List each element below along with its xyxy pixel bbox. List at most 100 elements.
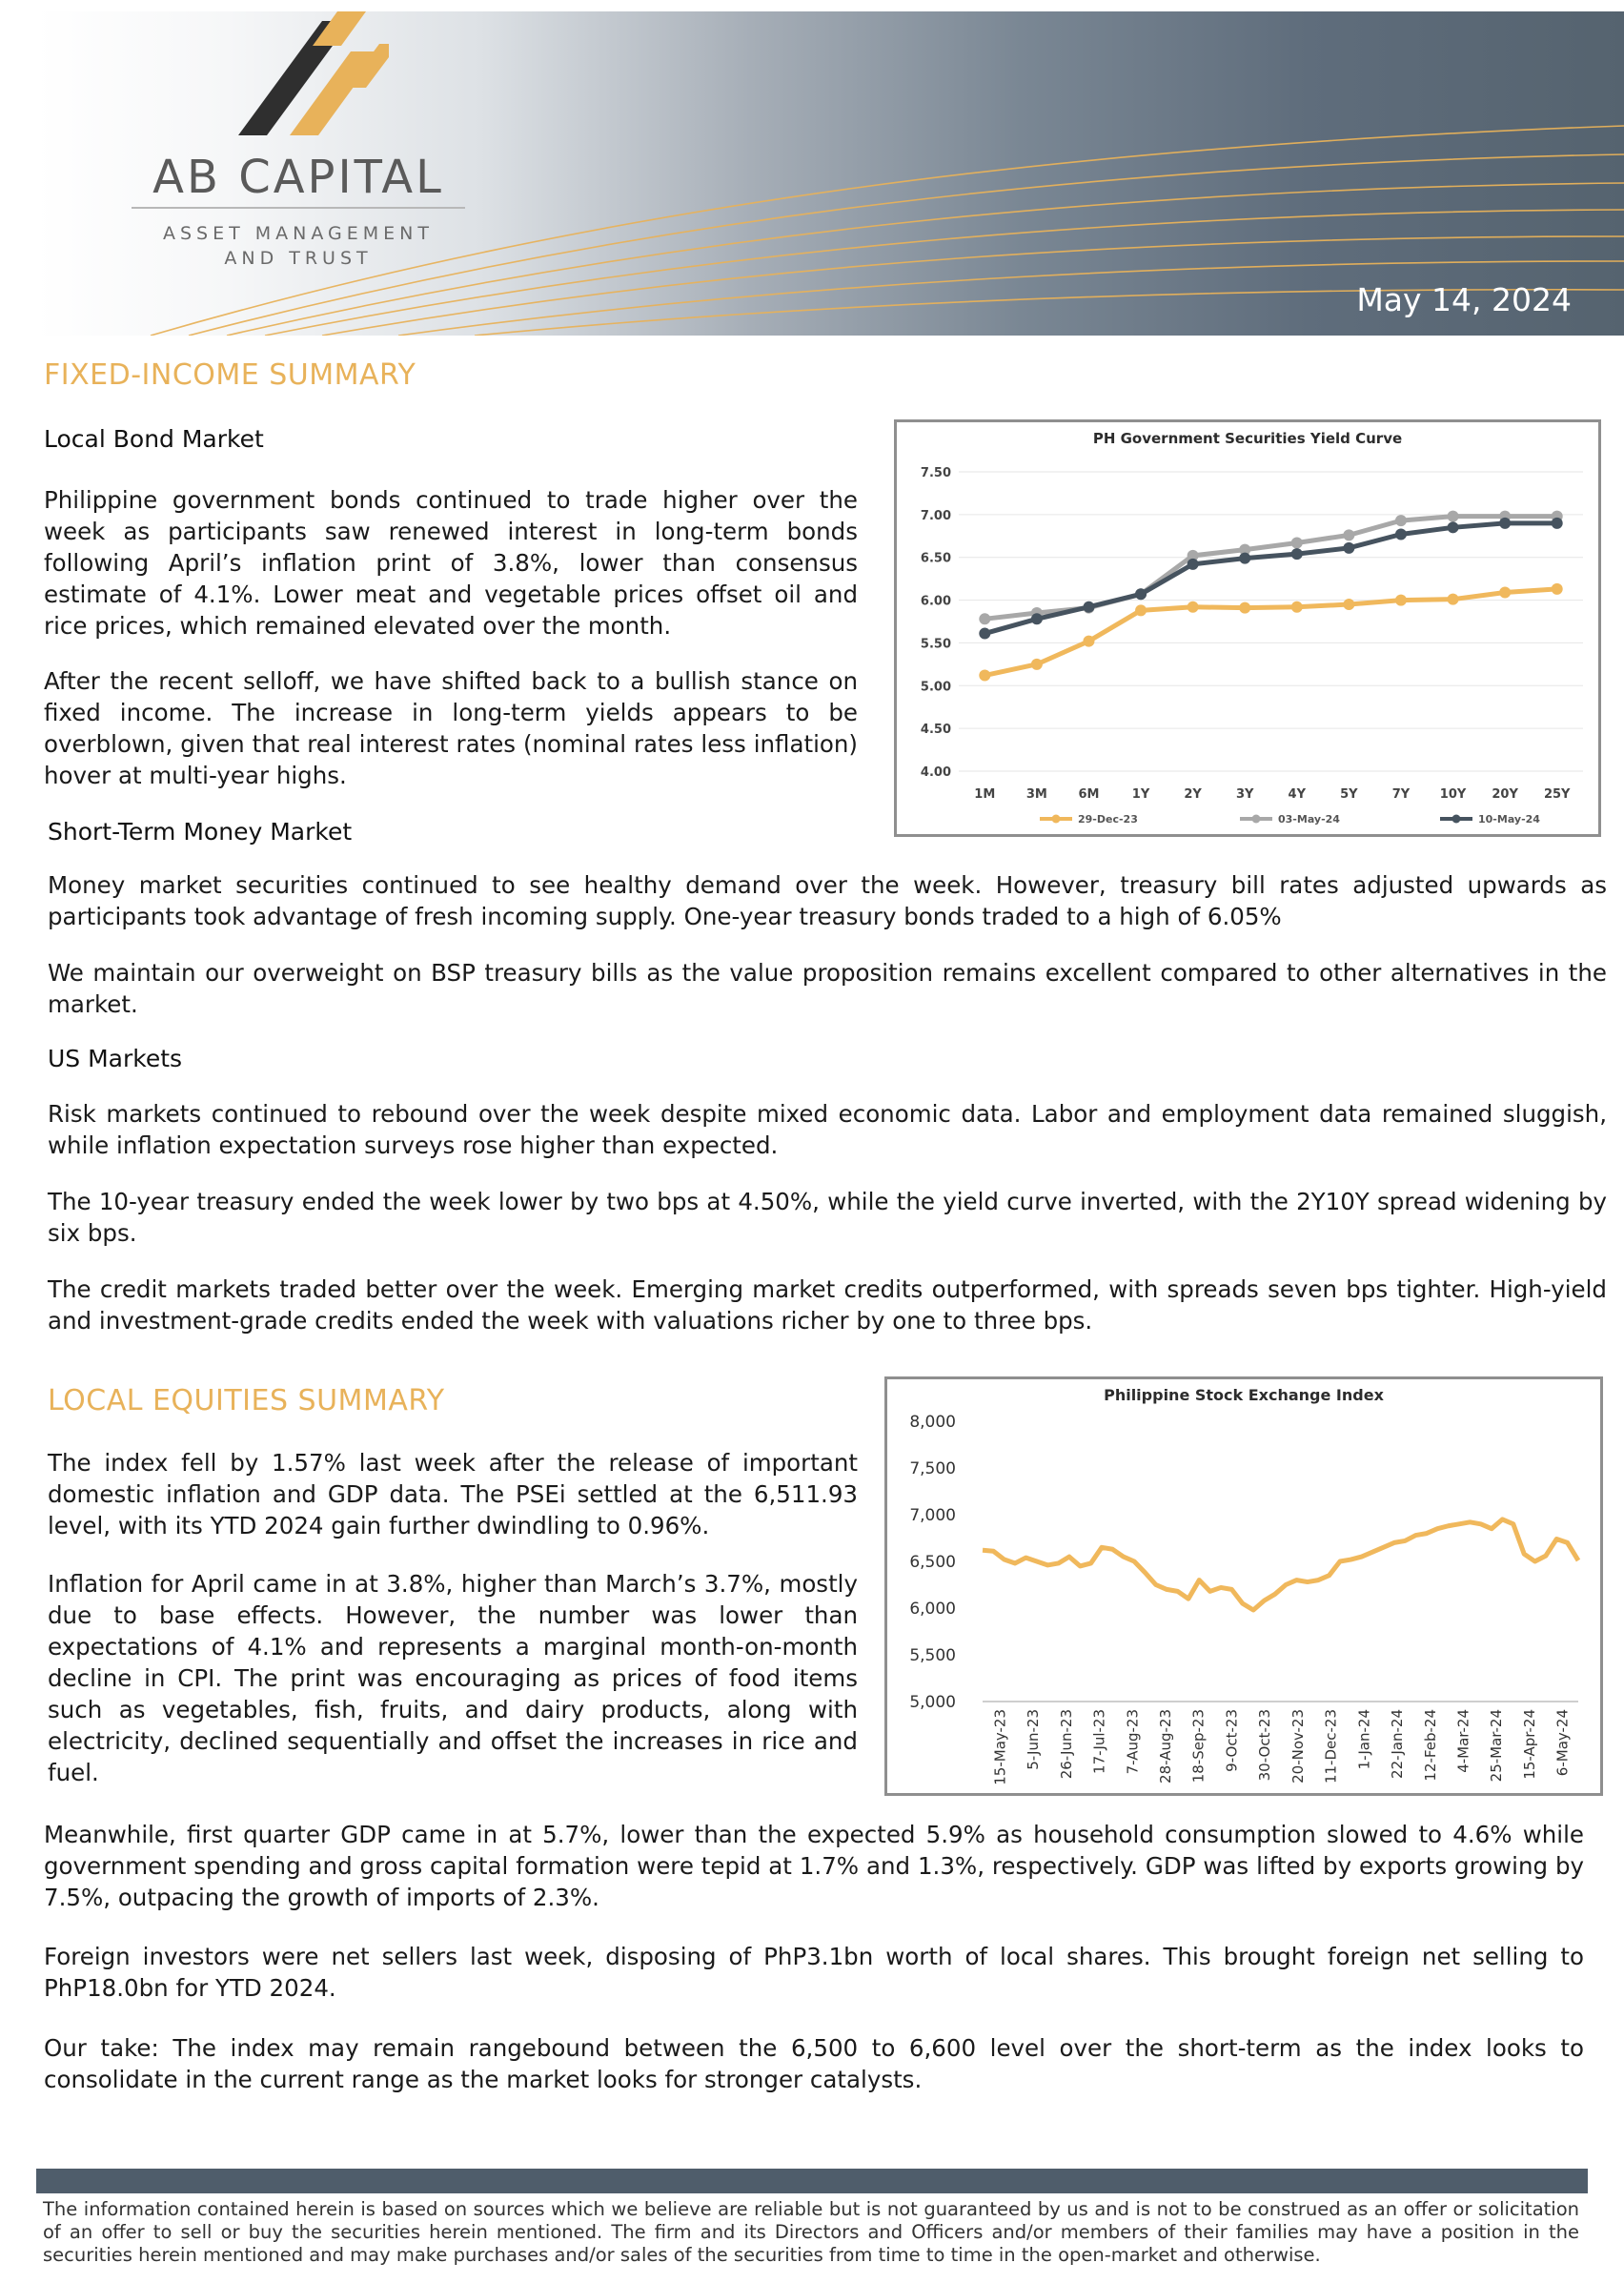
- yc-series-line: [984, 520, 1557, 636]
- money-market-paragraph-2: We maintain our overweight on BSP treasu…: [48, 959, 1607, 1018]
- psei-y-tick-label: 6,500: [909, 1553, 956, 1572]
- yc-x-tick-label: 1Y: [1132, 787, 1150, 802]
- ab-capital-logo-icon: [238, 11, 389, 135]
- yc-data-point: [1394, 515, 1407, 527]
- yc-x-tick-label: 7Y: [1392, 787, 1411, 802]
- brand-subtitle-line1: ASSET MANAGEMENT: [163, 223, 434, 244]
- yc-data-point: [1187, 558, 1199, 570]
- psei-y-tick-label: 7,500: [909, 1459, 956, 1478]
- yc-y-tick-label: 5.00: [921, 680, 951, 694]
- equities-paragraph-4: Foreign investors were net sellers last …: [44, 1943, 1584, 2002]
- yc-x-tick-label: 20Y: [1492, 787, 1518, 802]
- report-date: May 14, 2024: [1356, 281, 1572, 318]
- yc-legend-marker: [1251, 814, 1261, 824]
- yc-x-tick-label: 1M: [974, 787, 995, 802]
- yc-data-point: [1447, 510, 1459, 522]
- yc-data-point: [1394, 528, 1407, 540]
- yc-y-tick-label: 6.50: [921, 552, 951, 566]
- psei-x-tick-label: 6-May-24: [1554, 1709, 1572, 1776]
- fixed-income-title: FIXED-INCOME SUMMARY: [44, 358, 416, 392]
- psei-x-tick-label: 15-Apr-24: [1521, 1709, 1538, 1780]
- yc-data-point: [1290, 548, 1303, 561]
- yc-y-tick-label: 7.00: [921, 509, 951, 523]
- yc-y-tick-label: 5.50: [921, 637, 951, 651]
- yc-y-tick-label: 4.00: [921, 765, 951, 780]
- yc-series-line: [984, 586, 1557, 678]
- psei-x-tick-label: 15-May-23: [991, 1709, 1008, 1785]
- psei-y-tick-label: 5,500: [909, 1646, 956, 1665]
- yc-data-point: [979, 669, 991, 682]
- psei-x-tick-label: 1-Jan-24: [1355, 1709, 1372, 1769]
- yc-x-tick-label: 6M: [1078, 787, 1099, 802]
- yc-data-point: [1290, 601, 1303, 613]
- yc-x-tick-label: 10Y: [1440, 787, 1467, 802]
- psei-x-tick-label: 22-Jan-24: [1389, 1709, 1406, 1779]
- psei-x-tick-label: 9-Oct-23: [1223, 1709, 1240, 1772]
- yc-x-tick-label: 3M: [1026, 787, 1047, 802]
- yc-data-point: [1135, 604, 1147, 617]
- yield-curve-chart: PH Government Securities Yield Curve 4.0…: [894, 419, 1601, 837]
- brand-subtitle-line2: AND TRUST: [224, 248, 373, 269]
- psei-y-tick-label: 7,000: [909, 1506, 956, 1525]
- money-market-paragraph-1: Money market securities continued to see…: [48, 871, 1607, 930]
- psei-chart: Philippine Stock Exchange Index 5,000 5,5…: [884, 1376, 1603, 1796]
- yc-data-point: [1290, 537, 1303, 549]
- yc-x-tick-label: 25Y: [1544, 787, 1571, 802]
- yc-y-tick-label: 7.50: [921, 466, 951, 480]
- psei-x-tick-label: 18-Sep-23: [1190, 1709, 1208, 1783]
- equities-paragraph-5: Our take: The index may remain rangeboun…: [44, 2034, 1584, 2093]
- yc-x-tick-label: 3Y: [1236, 787, 1254, 802]
- psei-x-tick-label: 5-Jun-23: [1025, 1709, 1042, 1770]
- yc-data-point: [1187, 601, 1199, 613]
- yc-data-point: [1394, 594, 1407, 606]
- psei-series-line: [982, 1517, 1581, 1613]
- local-bond-paragraph-1: Philippine government bonds continued to…: [44, 486, 858, 640]
- yc-data-point: [1030, 658, 1043, 670]
- yc-data-point: [1239, 601, 1251, 614]
- yc-legend-label: 10-May-24: [1478, 813, 1540, 826]
- yc-legend-marker: [1051, 814, 1061, 824]
- equities-paragraph-2: Inflation for April came in at 3.8%, hig…: [48, 1570, 858, 1786]
- psei-x-tick-label: 7-Aug-23: [1124, 1709, 1141, 1774]
- psei-svg: Philippine Stock Exchange Index 5,000 5,5…: [909, 1386, 1581, 1785]
- yc-data-point: [1030, 613, 1043, 625]
- gold-swoosh-lines: [150, 125, 1624, 336]
- yc-data-point: [1551, 517, 1563, 529]
- psei-x-tick-label: 11-Dec-23: [1323, 1709, 1340, 1784]
- us-markets-paragraph-3: The credit markets traded better over th…: [48, 1275, 1607, 1335]
- yc-data-point: [1135, 588, 1147, 601]
- yc-data-point: [979, 627, 991, 640]
- yc-data-point: [1447, 521, 1459, 534]
- yc-data-point: [1499, 517, 1512, 529]
- yc-data-point: [1083, 635, 1095, 647]
- yc-data-point: [1343, 599, 1355, 611]
- psei-x-tick-label: 4-Mar-24: [1454, 1709, 1472, 1773]
- psei-x-tick-label: 28-Aug-23: [1157, 1709, 1174, 1784]
- yc-data-point: [1551, 582, 1563, 595]
- yc-legend-marker: [1451, 814, 1461, 824]
- psei-y-tick-label: 8,000: [909, 1413, 956, 1432]
- psei-y-tick-label: 6,000: [909, 1600, 956, 1619]
- us-markets-paragraph-1: Risk markets continued to rebound over t…: [48, 1100, 1607, 1159]
- yc-data-point: [1239, 543, 1251, 556]
- equities-title: LOCAL EQUITIES SUMMARY: [48, 1384, 445, 1417]
- logo-divider: [132, 207, 465, 209]
- yc-y-tick-label: 4.50: [921, 723, 951, 737]
- disclaimer: The information contained herein is base…: [43, 2198, 1579, 2266]
- yc-data-point: [1499, 586, 1512, 599]
- yield-curve-title: PH Government Securities Yield Curve: [1093, 430, 1402, 447]
- yc-data-point: [1343, 541, 1355, 554]
- footer-bar: [36, 2169, 1588, 2193]
- psei-x-tick-label: 25-Mar-24: [1488, 1709, 1505, 1782]
- yield-curve-svg: PH Government Securities Yield Curve 4.0…: [921, 430, 1583, 826]
- psei-x-tick-label: 30-Oct-23: [1256, 1709, 1273, 1781]
- equities-paragraph-1: The index fell by 1.57% last week after …: [48, 1449, 858, 1539]
- psei-x-tick-label: 12-Feb-24: [1422, 1709, 1439, 1782]
- psei-x-tick-label: 17-Jul-23: [1091, 1709, 1108, 1774]
- yc-data-point: [1447, 593, 1459, 605]
- yc-data-point: [1343, 529, 1355, 541]
- us-markets-paragraph-2: The 10-year treasury ended the week lowe…: [48, 1188, 1607, 1247]
- psei-title: Philippine Stock Exchange Index: [1104, 1386, 1384, 1404]
- yc-series-line: [985, 514, 1557, 622]
- yc-x-tick-label: 5Y: [1340, 787, 1358, 802]
